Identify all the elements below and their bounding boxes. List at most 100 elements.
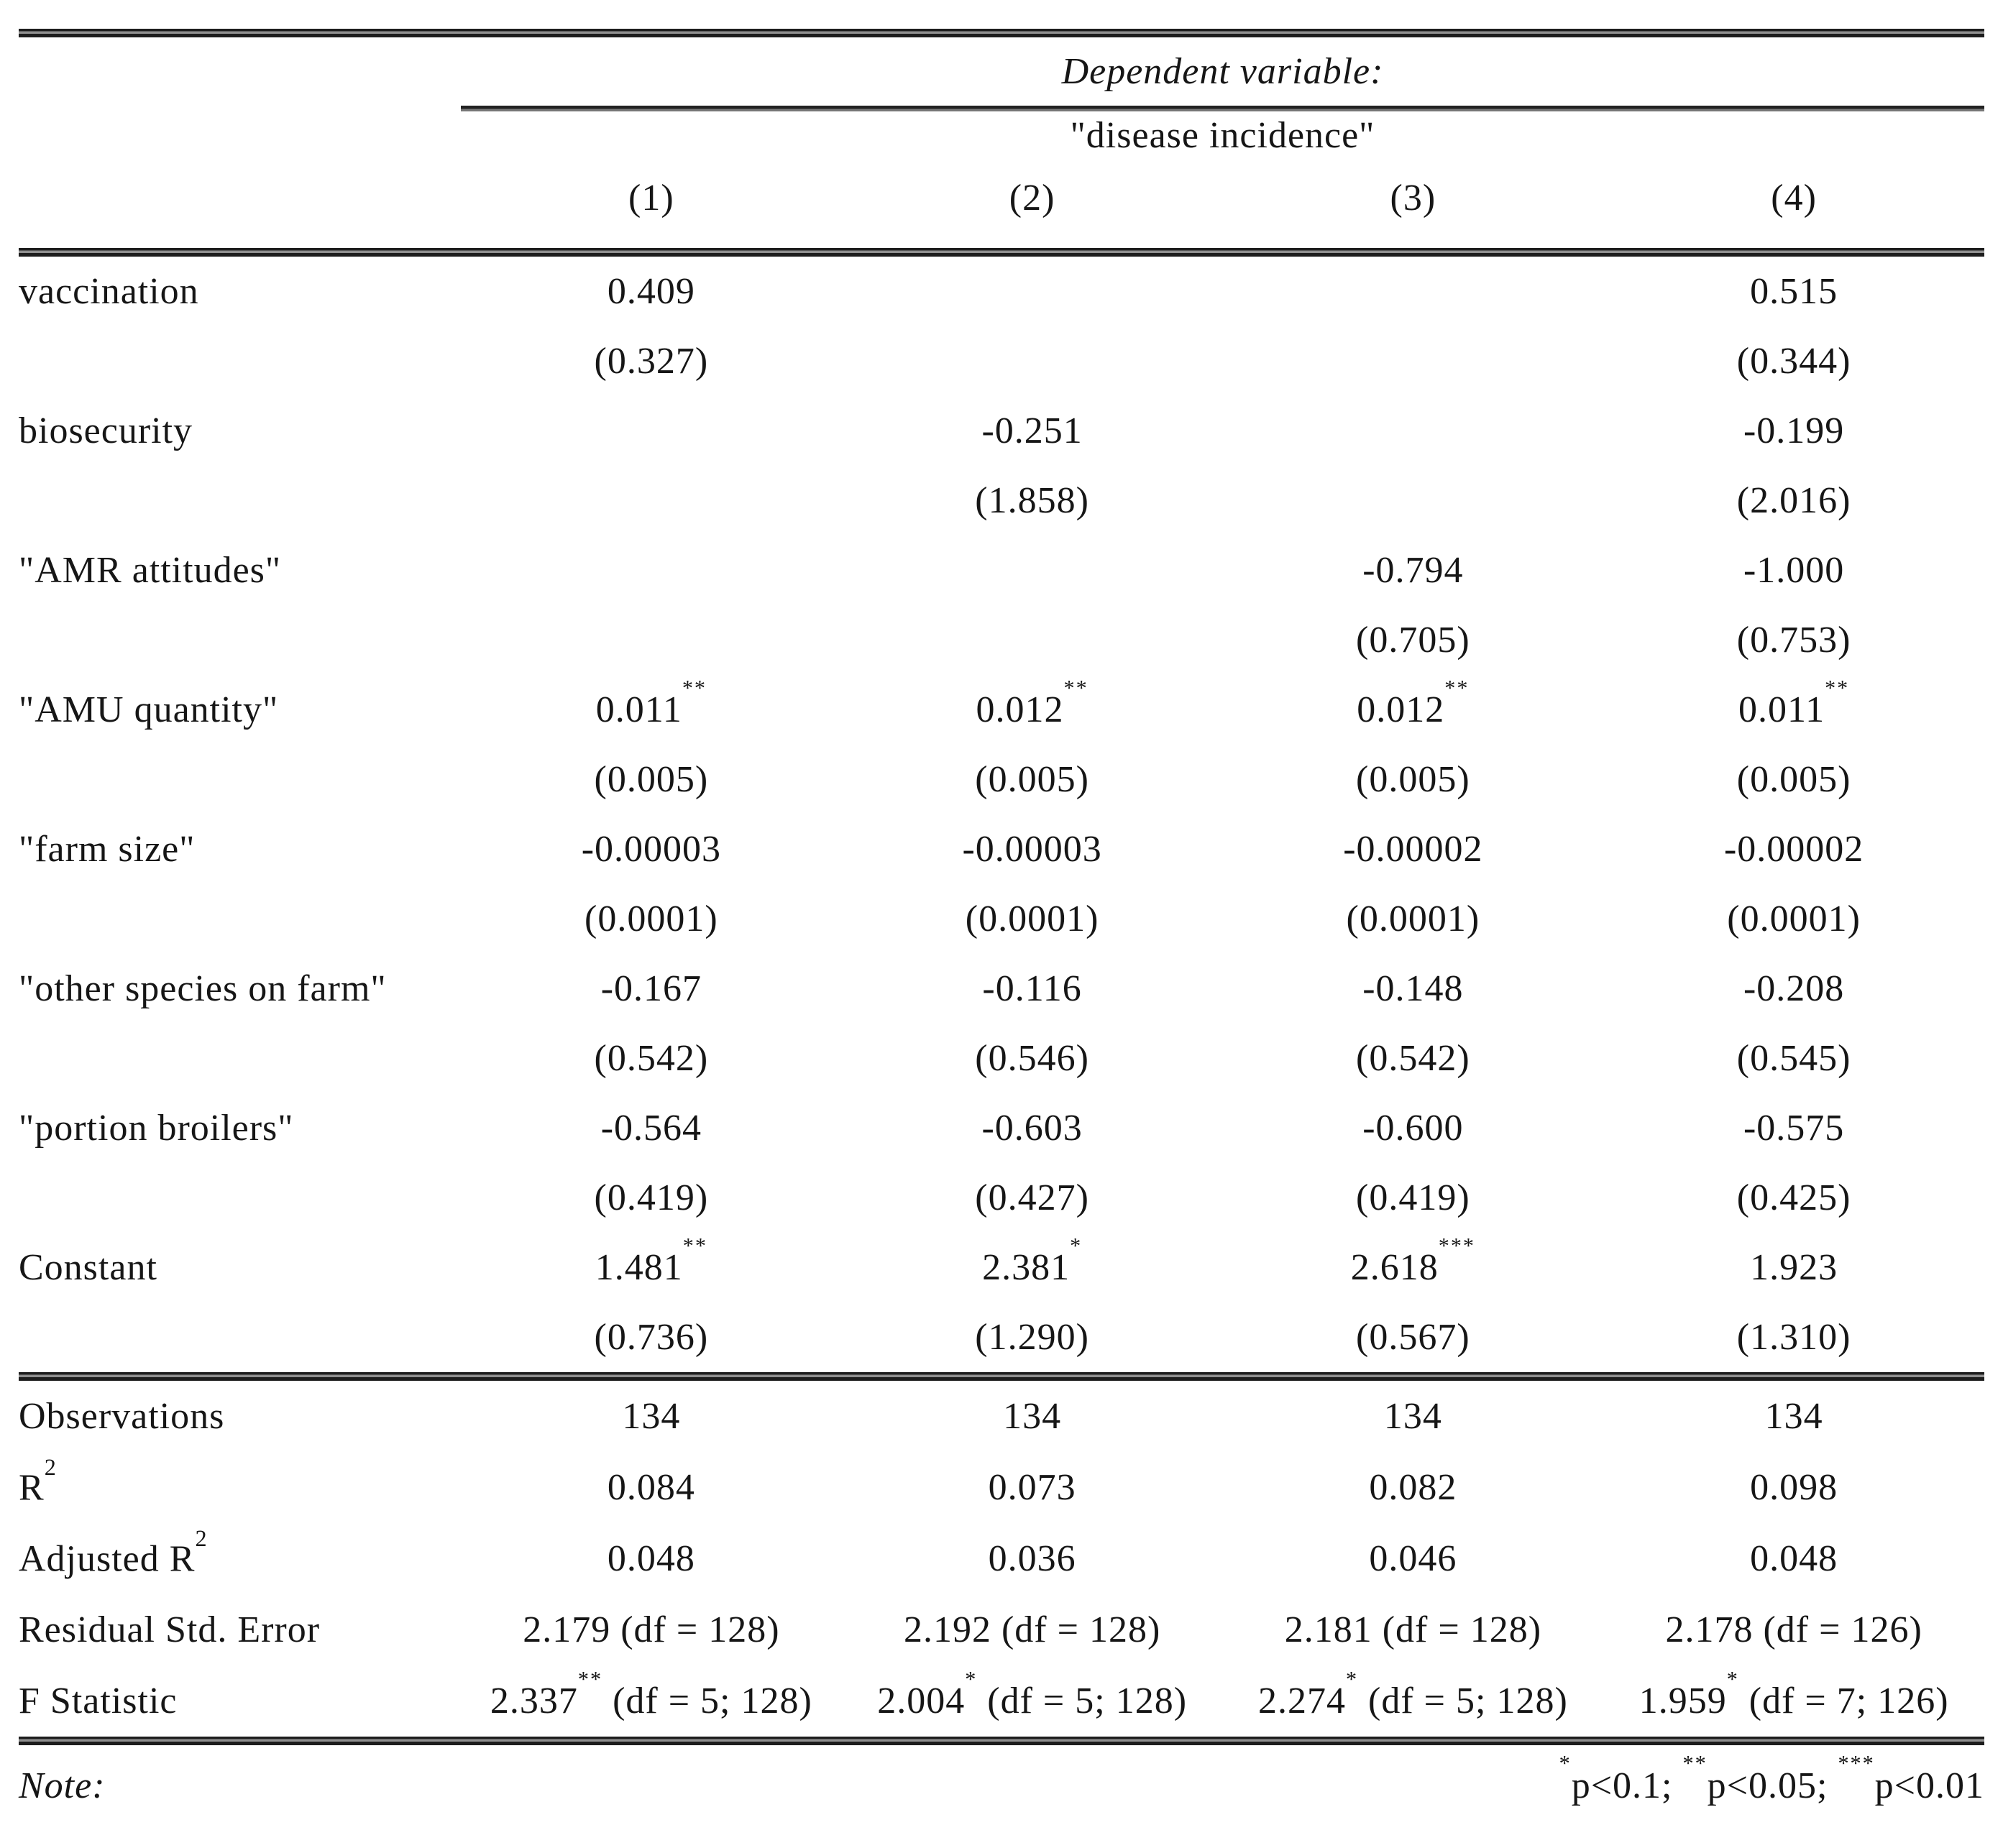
estimate-cell: 2.618*** <box>1350 1233 1475 1288</box>
variable-label: "farm size" <box>19 829 196 870</box>
standard-error-cell: (0.005) <box>1736 759 1851 800</box>
standard-error-cell: (0.546) <box>975 1038 1089 1079</box>
estimate-cell: -0.116 <box>982 968 1082 1009</box>
statistic-cell: 0.036 <box>988 1538 1076 1579</box>
summary-rule <box>19 1372 1984 1381</box>
significance-stars: ** <box>577 1666 603 1691</box>
dependent-variable-label: Dependent variable: <box>1061 51 1384 92</box>
significance-stars: ** <box>682 1233 707 1258</box>
coefficient-estimate-row: "other species on farm" -0.167 -0.116 -0.14… <box>19 954 1984 1024</box>
estimate-cell: 0.012** <box>976 675 1088 730</box>
estimate-cell: -0.600 <box>1362 1108 1464 1149</box>
note-significance: *p<0.1; **p<0.05; ***p<0.01 <box>1559 1751 1984 1806</box>
standard-error-cell: (0.0001) <box>1727 898 1861 939</box>
estimate-cell: 2.381* <box>982 1233 1083 1288</box>
estimate-cell: -0.251 <box>981 410 1083 451</box>
statistic-cell: 0.048 <box>1750 1538 1838 1579</box>
header-gap <box>19 236 1984 248</box>
statistic-cell: 2.178 (df = 126) <box>1665 1609 1922 1650</box>
statistics-section: Observations 134 134 134 134 R2 0.084 0.073 0.08… <box>19 1381 1984 1737</box>
standard-error-cell: (0.427) <box>975 1177 1089 1218</box>
significance-stars: * <box>965 1666 978 1691</box>
estimate-cell: -0.794 <box>1362 550 1464 591</box>
coefficient-se-row: (0.419) (0.427) (0.419) (0.425) <box>19 1163 1984 1233</box>
column-numbers-row: (1) (2) (3) (4) <box>19 159 1984 236</box>
statistic-row: Adjusted R2 0.048 0.036 0.046 0.048 <box>19 1523 1984 1594</box>
header-dependent-variable-row: Dependent variable: <box>19 37 1984 106</box>
estimate-cell: -0.00003 <box>581 829 722 870</box>
estimate-cell: -0.167 <box>600 968 702 1009</box>
coefficient-se-row: (0.327) (0.344) <box>19 326 1984 396</box>
column-number-4: (4) <box>1771 177 1817 219</box>
statistic-row: Observations 134 134 134 134 <box>19 1381 1984 1452</box>
coefficient-se-row: (0.736) (1.290) (0.567) (1.310) <box>19 1302 1984 1372</box>
estimate-cell: -1.000 <box>1743 550 1845 591</box>
standard-error-cell: (0.545) <box>1736 1038 1851 1079</box>
statistic-cell: 0.073 <box>988 1467 1076 1508</box>
estimate-cell: -0.00003 <box>962 829 1102 870</box>
estimate-cell: 1.481** <box>595 1233 707 1288</box>
coefficient-estimate-row: "farm size" -0.00003 -0.00003 -0.00002 -0.00… <box>19 814 1984 884</box>
standard-error-cell: (0.542) <box>1356 1038 1470 1079</box>
statistic-cell: 2.274* (df = 5; 128) <box>1257 1666 1568 1721</box>
standard-error-cell: (0.753) <box>1736 620 1851 661</box>
statistic-row: R2 0.084 0.073 0.082 0.098 <box>19 1452 1984 1523</box>
variable-label: biosecurity <box>19 410 193 451</box>
estimate-cell: -0.199 <box>1743 410 1845 451</box>
estimate-cell: 1.923 <box>1750 1247 1838 1288</box>
standard-error-cell: (0.005) <box>594 759 709 800</box>
significance-stars: ** <box>682 675 707 700</box>
superscript-two: 2 <box>44 1454 57 1481</box>
standard-error-cell: (0.0001) <box>1346 898 1480 939</box>
significance-stars: ** <box>1825 675 1850 700</box>
standard-error-cell: (1.310) <box>1736 1317 1851 1358</box>
standard-error-cell: (1.290) <box>975 1317 1089 1358</box>
coefficient-estimate-row: biosecurity -0.251 -0.199 <box>19 396 1984 466</box>
dependent-variable-rule <box>461 106 1984 111</box>
standard-error-cell: (0.542) <box>594 1038 709 1079</box>
statistic-cell: 134 <box>1003 1396 1062 1437</box>
variable-label: vaccination <box>19 271 199 312</box>
statistic-cell: 2.192 (df = 128) <box>903 1609 1161 1650</box>
variable-label: Constant <box>19 1247 157 1288</box>
significance-stars: ** <box>1063 675 1088 700</box>
coefficient-se-row: (0.705) (0.753) <box>19 605 1984 675</box>
significance-stars: *** <box>1438 1233 1475 1258</box>
statistic-cell: 0.098 <box>1750 1467 1838 1508</box>
estimate-cell: -0.148 <box>1362 968 1464 1009</box>
standard-error-cell: (0.425) <box>1736 1177 1851 1218</box>
standard-error-cell: (1.858) <box>975 480 1089 521</box>
header-rule <box>19 248 1984 257</box>
superscript-two: 2 <box>195 1525 208 1552</box>
significance-stars: * <box>1345 1666 1359 1691</box>
statistic-cell: 1.959* (df = 7; 126) <box>1638 1666 1949 1721</box>
standard-error-cell: (0.419) <box>1356 1177 1470 1218</box>
variable-label: "AMU quantity" <box>19 689 279 730</box>
note-label: Note: <box>19 1765 106 1806</box>
statistic-label: Residual Std. Error <box>19 1609 321 1650</box>
estimate-cell: -0.00002 <box>1343 829 1483 870</box>
statistic-cell: 2.004* (df = 5; 128) <box>877 1666 1188 1721</box>
variable-label: "portion broilers" <box>19 1108 294 1149</box>
estimate-cell: -0.603 <box>981 1108 1083 1149</box>
column-number-3: (3) <box>1390 177 1436 219</box>
estimate-cell: -0.564 <box>600 1108 702 1149</box>
header-dependent-variable-name-row: "disease incidence" <box>19 111 1984 159</box>
standard-error-cell: (0.0001) <box>585 898 718 939</box>
estimate-cell: 0.515 <box>1750 271 1838 312</box>
column-number-1: (1) <box>628 177 674 219</box>
statistic-cell: 2.337** (df = 5; 128) <box>490 1666 812 1721</box>
estimate-cell: 0.409 <box>607 271 695 312</box>
coefficient-estimate-row: Constant 1.481** 2.381* 2.618*** 1.923 <box>19 1233 1984 1302</box>
estimate-cell: -0.208 <box>1743 968 1845 1009</box>
statistic-label: Observations <box>19 1396 225 1437</box>
standard-error-cell: (2.016) <box>1736 480 1851 521</box>
statistic-cell: 0.084 <box>607 1467 695 1508</box>
top-margin <box>19 0 1984 29</box>
coefficient-se-row: (0.542) (0.546) (0.542) (0.545) <box>19 1024 1984 1093</box>
statistic-row: Residual Std. Error 2.179 (df = 128) 2.192… <box>19 1594 1984 1665</box>
estimate-cell: 0.011** <box>595 675 707 730</box>
standard-error-cell: (0.327) <box>594 341 709 382</box>
bottom-rule <box>19 1737 1984 1745</box>
